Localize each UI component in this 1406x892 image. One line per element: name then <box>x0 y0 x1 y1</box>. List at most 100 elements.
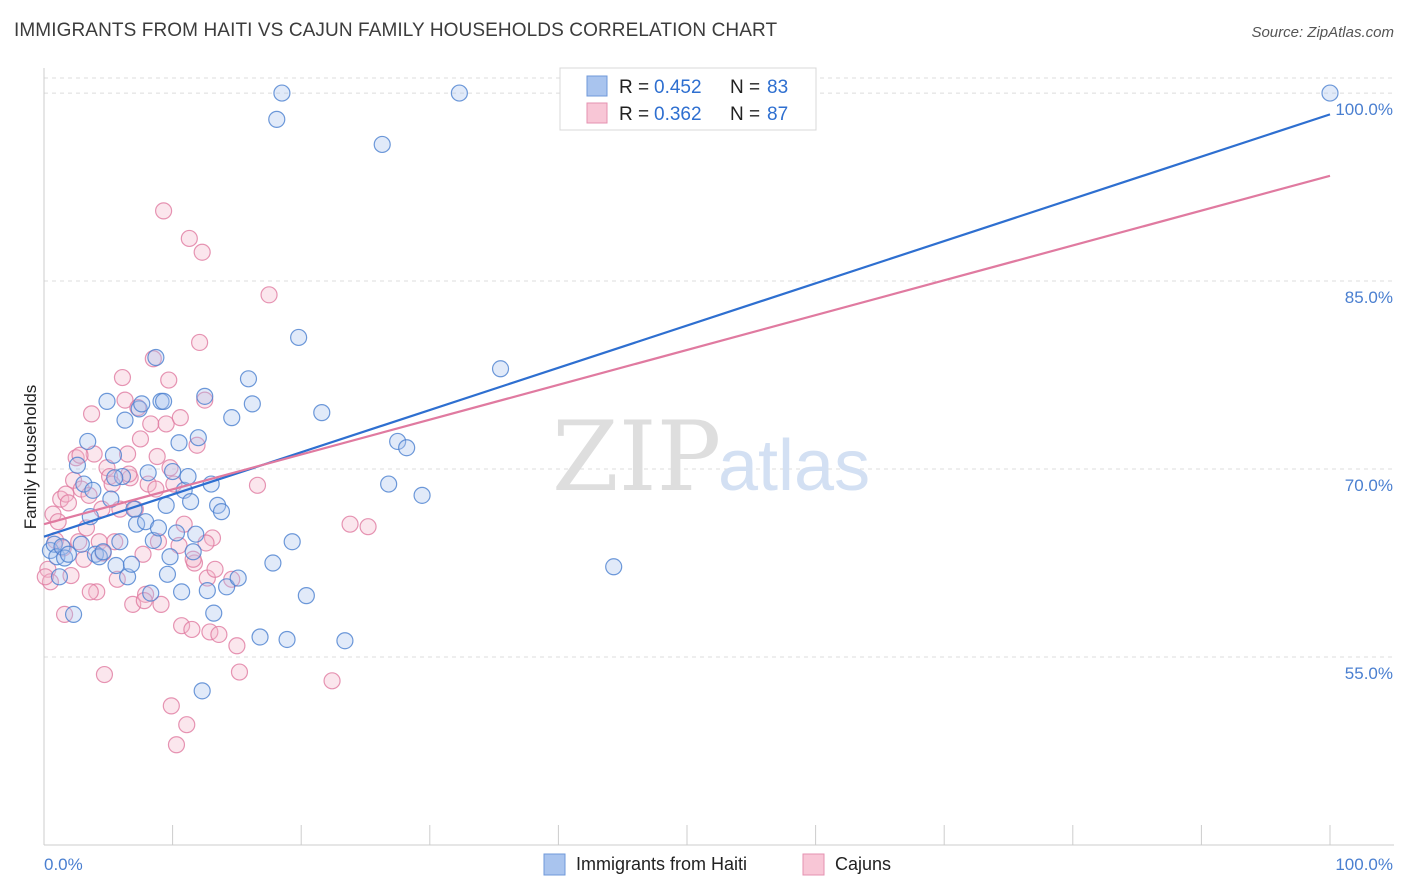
legend-r-label-haiti: R = <box>619 77 649 98</box>
data-point <box>142 415 160 433</box>
top-legend: R = 0.452 N = 83 R = 0.362 N = 87 <box>559 67 817 131</box>
bottom-legend-swatch-haiti <box>543 853 566 876</box>
watermark-atlas: atlas <box>718 426 870 506</box>
legend-swatch-cajuns <box>586 102 608 124</box>
legend-r-value-haiti: 0.452 <box>654 77 702 98</box>
data-point <box>180 229 198 248</box>
data-point <box>84 481 102 499</box>
data-point <box>133 395 151 413</box>
x-tick-label: 0.0% <box>44 855 83 874</box>
chart-title: IMMIGRANTS FROM HAITI VS CAJUN FAMILY HO… <box>14 20 778 41</box>
data-point <box>323 672 341 690</box>
data-point <box>36 568 54 586</box>
data-point <box>212 503 231 521</box>
data-point <box>193 682 211 700</box>
data-point <box>196 387 214 405</box>
data-point <box>157 415 175 433</box>
data-point <box>160 371 178 389</box>
data-point <box>148 447 166 466</box>
data-point <box>147 348 165 367</box>
data-point <box>206 560 224 578</box>
data-point <box>173 583 191 601</box>
data-point <box>64 605 83 624</box>
x-tick-label: 100.0% <box>1335 855 1393 874</box>
data-point <box>196 391 214 409</box>
data-point <box>104 446 123 464</box>
data-point <box>278 630 296 649</box>
data-point <box>178 716 196 734</box>
data-point <box>193 243 211 261</box>
y-tick-label: 70.0% <box>1345 476 1393 495</box>
data-point <box>373 135 391 154</box>
data-point <box>239 370 258 388</box>
y-axis-label: Family Households <box>21 385 40 530</box>
data-point <box>111 533 129 551</box>
data-point <box>164 462 182 481</box>
data-point <box>134 545 152 563</box>
legend-n-label-cajuns: N = <box>730 104 760 125</box>
data-point <box>243 395 261 413</box>
data-point <box>131 430 150 448</box>
data-point <box>290 328 308 347</box>
x-tick-labels: 0.0% 100.0% <box>44 855 1393 874</box>
source-label: Source: ZipAtlas.com <box>1251 24 1394 41</box>
data-point <box>68 456 87 474</box>
data-point <box>260 286 278 304</box>
data-point <box>158 565 177 583</box>
data-point <box>187 525 205 543</box>
data-point <box>228 637 246 655</box>
data-point <box>359 518 377 536</box>
grid-lines <box>44 77 1394 658</box>
data-point <box>313 404 331 422</box>
data-point <box>413 486 431 504</box>
data-point <box>229 569 247 587</box>
data-point <box>182 493 200 511</box>
data-point <box>149 519 168 537</box>
legend-n-value-cajuns: 87 <box>767 104 788 125</box>
data-point <box>230 663 249 681</box>
data-point <box>218 578 236 596</box>
data-point <box>157 496 175 514</box>
y-tick-label: 55.0% <box>1345 664 1393 683</box>
data-point <box>605 558 623 576</box>
watermark-zip: ZIP <box>552 401 721 513</box>
data-point <box>167 736 186 754</box>
y-tick-label: 85.0% <box>1345 288 1393 307</box>
data-point <box>50 568 69 586</box>
data-point <box>88 583 106 601</box>
data-point <box>198 581 216 600</box>
data-point <box>283 533 301 551</box>
legend-swatch-haiti <box>586 75 608 97</box>
data-point <box>75 475 93 493</box>
trend-line <box>43 174 1331 526</box>
data-point <box>179 467 197 486</box>
data-point <box>341 515 359 533</box>
data-point <box>170 434 188 452</box>
data-point <box>59 494 78 512</box>
data-point <box>248 476 267 494</box>
data-point <box>491 360 510 378</box>
data-point <box>94 543 112 561</box>
data-point <box>116 391 134 409</box>
data-point <box>82 405 101 423</box>
data-point <box>450 84 468 102</box>
data-point <box>273 84 291 102</box>
data-point <box>116 411 134 429</box>
data-point <box>154 202 173 220</box>
y-tick-labels: 55.0% 70.0% 85.0% 100.0% <box>1335 100 1393 683</box>
data-point <box>205 604 223 622</box>
data-point <box>72 535 90 553</box>
data-point <box>162 697 180 715</box>
data-point <box>251 628 269 646</box>
y-tick-label: 100.0% <box>1335 100 1393 119</box>
bottom-legend: Immigrants from Haiti Cajuns <box>543 853 891 876</box>
data-point <box>161 548 179 566</box>
data-point <box>183 620 201 639</box>
data-point <box>223 409 241 427</box>
data-point <box>98 392 116 410</box>
data-point <box>173 617 191 635</box>
legend-n-label-haiti: N = <box>730 77 760 98</box>
data-point <box>184 543 202 561</box>
data-point <box>380 475 398 493</box>
